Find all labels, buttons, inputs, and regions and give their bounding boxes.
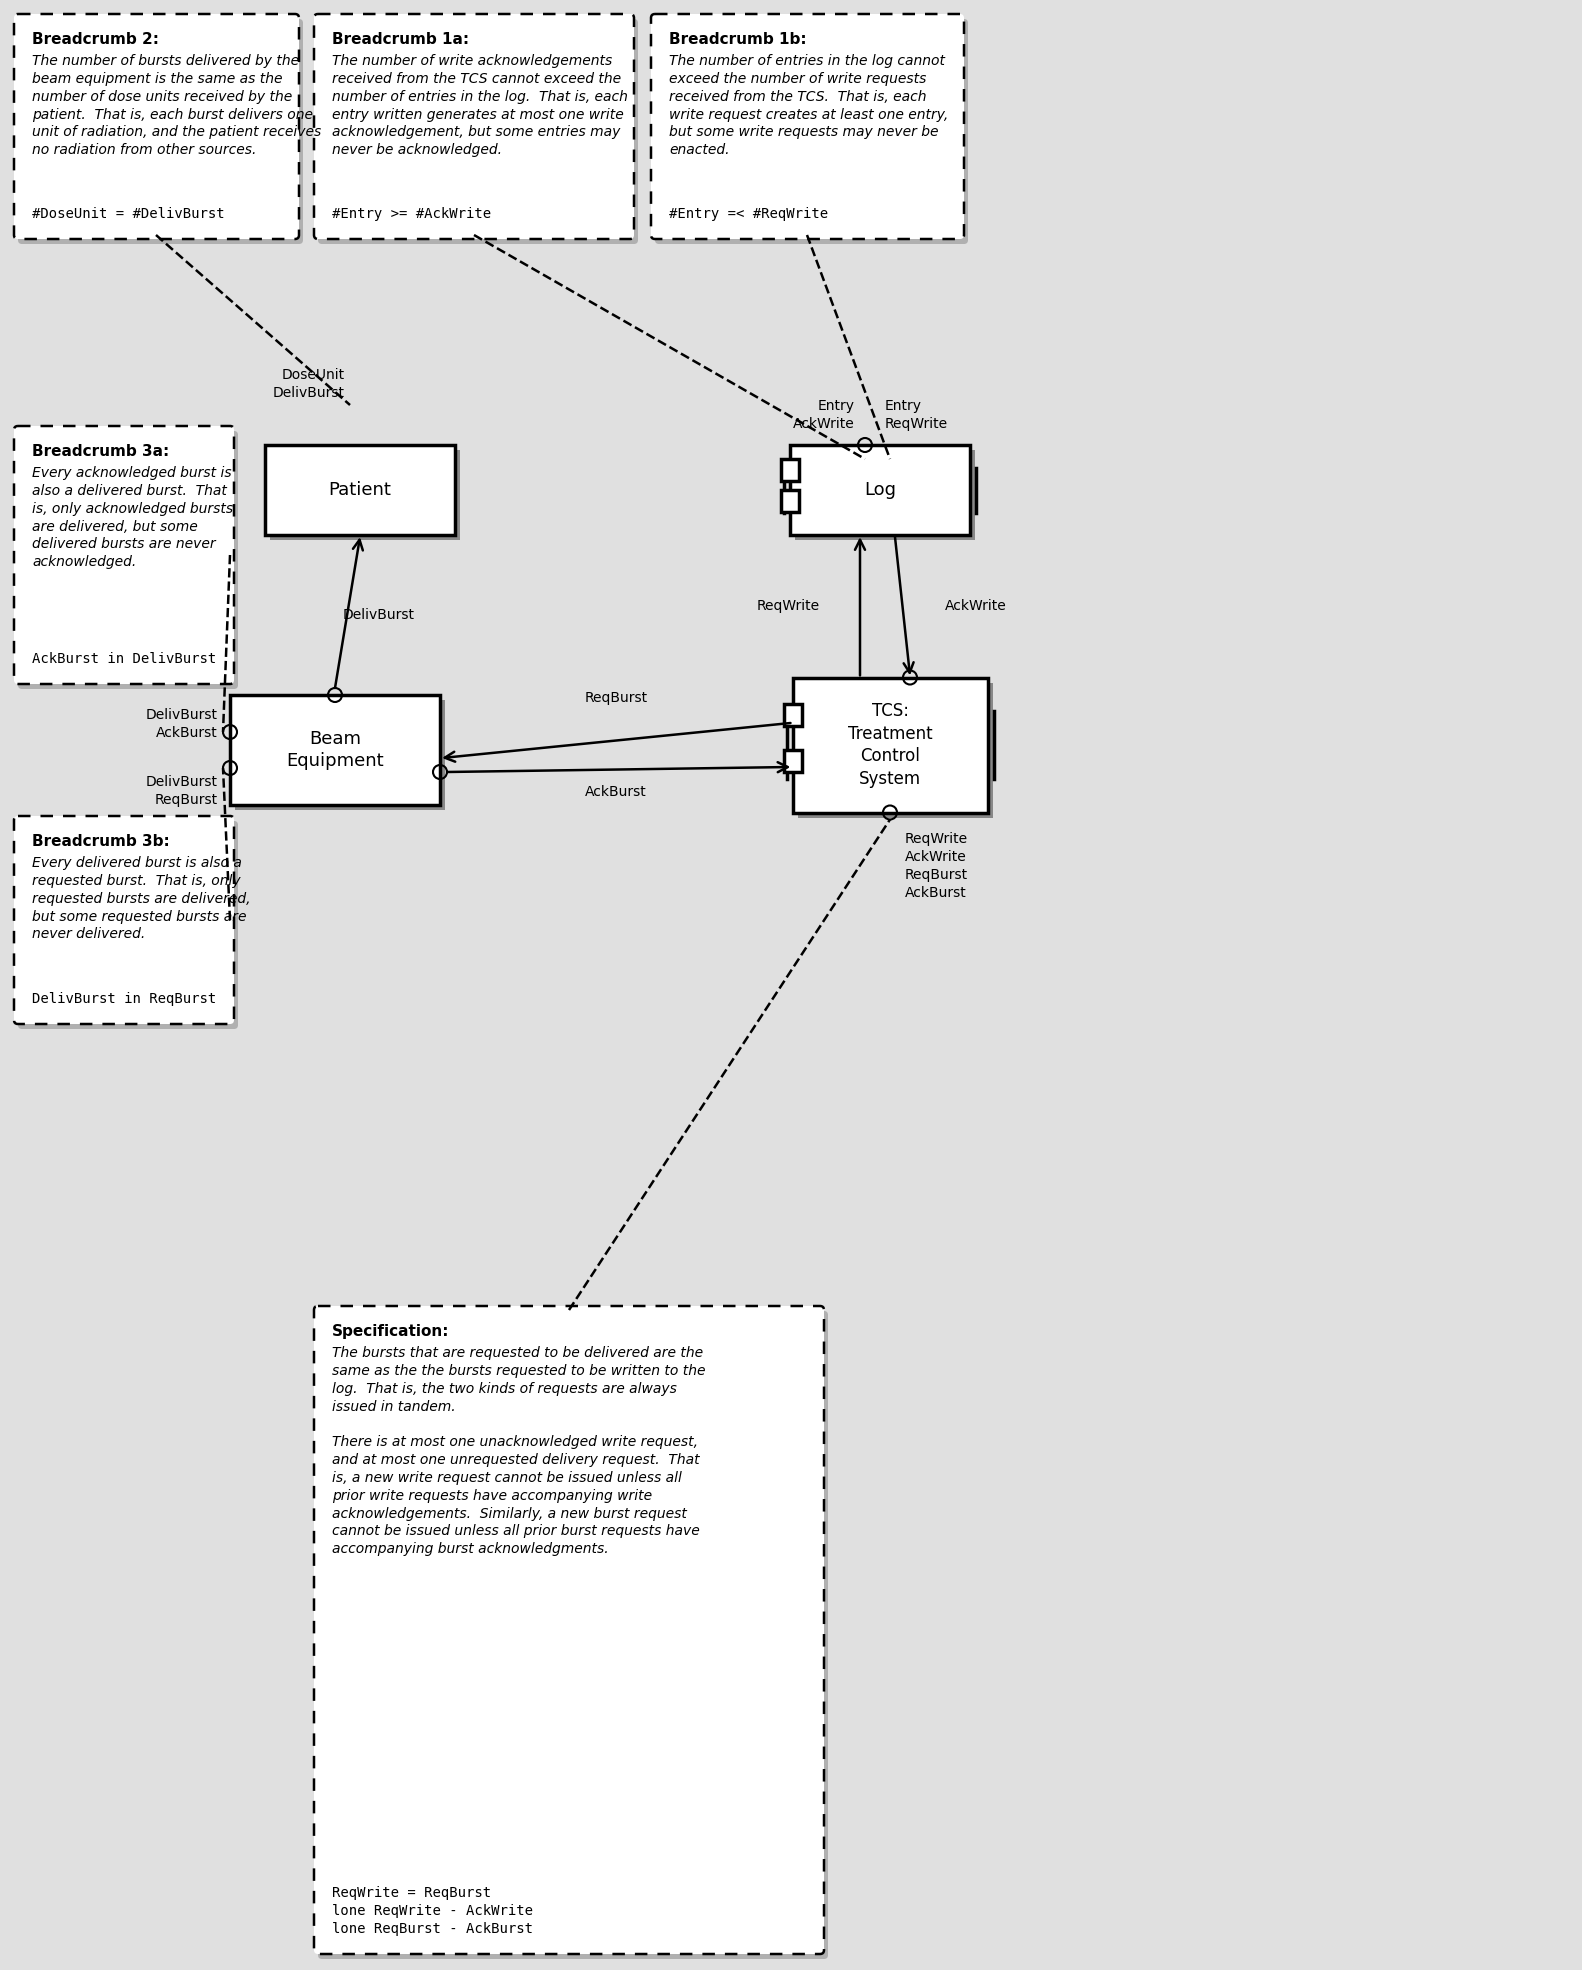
Bar [271,449,460,540]
FancyBboxPatch shape [14,426,234,684]
Text: DelivBurst: DelivBurst [343,609,414,623]
Bar [782,491,799,512]
FancyBboxPatch shape [313,14,634,238]
Text: TCS:
Treatment
Control
System: TCS: Treatment Control System [848,701,932,788]
Text: #Entry =< #ReqWrite: #Entry =< #ReqWrite [669,207,827,221]
Text: DelivBurst in ReqBurst: DelivBurst in ReqBurst [32,993,217,1007]
Text: Every delivered burst is also a
requested burst.  That is, only
requested bursts: Every delivered burst is also a requeste… [32,857,250,942]
Text: Patient: Patient [329,481,391,498]
Text: Specification:: Specification: [332,1324,449,1340]
Bar [236,699,445,810]
FancyBboxPatch shape [17,821,237,1028]
Text: The number of entries in the log cannot
exceed the number of write requests
rece: The number of entries in the log cannot … [669,53,948,158]
Text: ReqWrite = ReqBurst
lone ReqWrite - AckWrite
lone ReqBurst - AckBurst: ReqWrite = ReqBurst lone ReqWrite - AckW… [332,1887,533,1937]
Text: AckBurst: AckBurst [585,784,647,800]
Text: ReqWrite: ReqWrite [756,599,819,613]
Bar [789,445,970,536]
Text: Breadcrumb 3a:: Breadcrumb 3a: [32,443,169,459]
Bar [797,682,992,818]
Text: ReqWrite
AckWrite
ReqBurst
AckBurst: ReqWrite AckWrite ReqBurst AckBurst [905,833,968,900]
Bar [783,705,802,727]
Text: DelivBurst
ReqBurst: DelivBurst ReqBurst [146,774,218,808]
Bar [266,445,456,536]
Text: DelivBurst
AckBurst: DelivBurst AckBurst [146,707,218,741]
Text: Entry
ReqWrite: Entry ReqWrite [884,400,948,431]
Text: Every acknowledged burst is
also a delivered burst.  That
is, only acknowledged : Every acknowledged burst is also a deliv… [32,467,233,569]
FancyBboxPatch shape [318,20,638,244]
Text: DoseUnit
DelivBurst: DoseUnit DelivBurst [274,368,345,400]
FancyBboxPatch shape [17,20,304,244]
Text: #Entry >= #AckWrite: #Entry >= #AckWrite [332,207,490,221]
Bar [782,459,799,481]
FancyBboxPatch shape [17,431,237,690]
Text: Beam
Equipment: Beam Equipment [286,729,384,770]
Bar [229,695,440,806]
Text: Breadcrumb 1a:: Breadcrumb 1a: [332,32,470,47]
FancyBboxPatch shape [14,14,299,238]
Text: Breadcrumb 3b:: Breadcrumb 3b: [32,833,169,849]
Text: AckWrite: AckWrite [944,599,1006,613]
Text: The bursts that are requested to be delivered are the
same as the the bursts req: The bursts that are requested to be deli… [332,1346,706,1556]
Text: #DoseUnit = #DelivBurst: #DoseUnit = #DelivBurst [32,207,225,221]
Text: Log: Log [864,481,895,498]
Text: The number of write acknowledgements
received from the TCS cannot exceed the
num: The number of write acknowledgements rec… [332,53,628,158]
FancyBboxPatch shape [655,20,968,244]
FancyBboxPatch shape [14,816,234,1024]
FancyBboxPatch shape [318,1310,827,1958]
Text: Entry
AckWrite: Entry AckWrite [793,400,854,431]
Bar [796,449,975,540]
Text: Breadcrumb 2:: Breadcrumb 2: [32,32,160,47]
Bar [793,678,987,812]
Text: AckBurst in DelivBurst: AckBurst in DelivBurst [32,652,217,666]
Text: Breadcrumb 1b:: Breadcrumb 1b: [669,32,807,47]
Text: ReqBurst: ReqBurst [585,691,647,705]
Text: The number of bursts delivered by the
beam equipment is the same as the
number o: The number of bursts delivered by the be… [32,53,321,158]
FancyBboxPatch shape [313,1306,824,1954]
Bar [783,751,802,772]
FancyBboxPatch shape [652,14,963,238]
